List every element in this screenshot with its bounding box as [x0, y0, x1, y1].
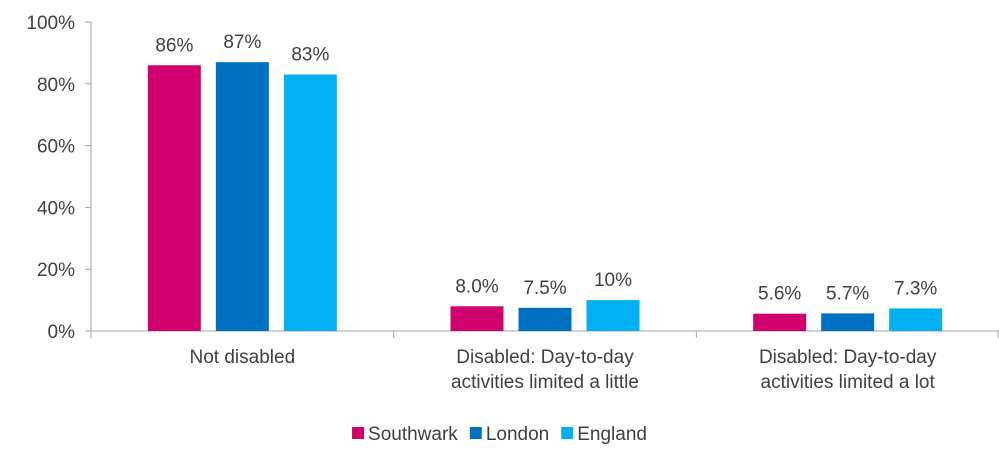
bar-england: [283, 74, 337, 331]
legend-swatch-southwark: [352, 427, 365, 439]
data-label: 83%: [291, 45, 329, 66]
data-label: 86%: [155, 35, 193, 56]
y-tick-label: 40%: [37, 198, 75, 219]
category-label: Disabled: Day-to-day: [759, 347, 937, 368]
legend-swatch-england: [561, 427, 574, 439]
y-tick-label: 20%: [37, 260, 75, 281]
y-tick-label: 80%: [37, 75, 75, 96]
data-labels: 86% 87% 83% 8.0% 7.5% 10% 5.6% 5.7% 7.3%: [155, 32, 937, 305]
bar-london: [518, 307, 572, 331]
y-tick-label: 60%: [37, 137, 75, 158]
data-label: 5.6%: [758, 284, 801, 305]
y-axis: 0% 20% 40% 60% 80% 100%: [26, 13, 92, 343]
x-axis: [90, 330, 999, 338]
bar-southwark: [450, 306, 504, 331]
bar-england: [586, 300, 640, 331]
bars: [147, 62, 943, 332]
legend-swatch-london: [469, 427, 482, 439]
legend-label-london: London: [486, 424, 549, 445]
legend: Southwark London England: [352, 424, 647, 445]
y-tick-label: 100%: [26, 13, 75, 34]
data-label: 5.7%: [826, 283, 869, 304]
category-label: activities limited a little: [451, 372, 639, 393]
bar-england: [889, 308, 943, 331]
legend-label-southwark: Southwark: [368, 424, 458, 445]
data-label: 8.0%: [455, 276, 498, 297]
data-label: 7.5%: [523, 278, 566, 299]
bar-london: [215, 62, 269, 332]
bar-southwark: [147, 65, 201, 331]
category-labels: Not disabled Disabled: Day-to-day activiti…: [190, 347, 937, 393]
bar-southwark: [753, 313, 807, 331]
data-label: 10%: [594, 270, 632, 291]
data-label: 87%: [223, 32, 261, 53]
bar-london: [821, 313, 875, 331]
category-label: activities limited a lot: [761, 372, 936, 393]
y-tick-label: 0%: [48, 322, 76, 343]
data-label: 7.3%: [894, 278, 937, 299]
category-label: Disabled: Day-to-day: [456, 347, 634, 368]
category-label: Not disabled: [190, 347, 296, 368]
legend-label-england: England: [577, 424, 647, 445]
